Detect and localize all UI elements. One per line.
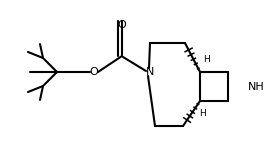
- Text: N: N: [146, 67, 154, 77]
- Text: O: O: [90, 67, 98, 77]
- Text: NH: NH: [248, 82, 265, 92]
- Text: H: H: [203, 56, 209, 64]
- Text: H: H: [199, 110, 205, 119]
- Text: O: O: [118, 20, 126, 30]
